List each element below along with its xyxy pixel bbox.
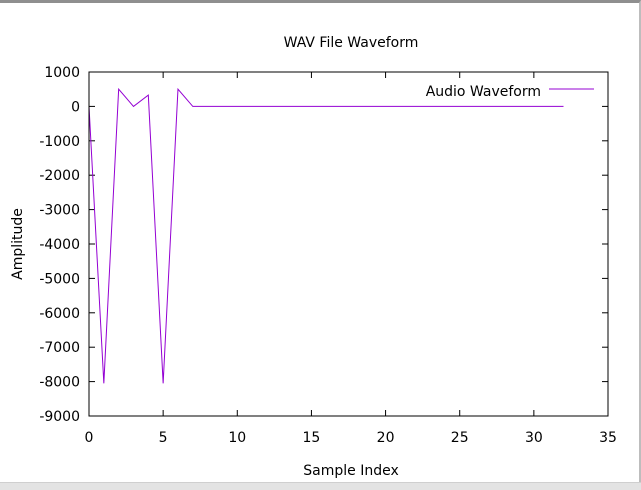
tick-labels-layer: 0 5 10 15 20 25 30 35 1000 0 -1000 -2000 -3000 -4000 -… xyxy=(39,65,617,446)
x-tick-label: 0 xyxy=(85,430,94,446)
y-tick-label: -1000 xyxy=(39,134,80,150)
x-tick-label: 20 xyxy=(377,430,395,446)
x-tick-label: 25 xyxy=(451,430,469,446)
x-tick-label: 5 xyxy=(159,430,168,446)
y-tick-label: -3000 xyxy=(39,203,80,219)
waveform-chart: 0 5 10 15 20 25 30 35 1000 0 -1000 -2000 -3000 -4000 -… xyxy=(10,35,617,479)
y-tick-label: 0 xyxy=(71,99,80,115)
y-tick-label: 1000 xyxy=(44,65,80,81)
chart-title: WAV File Waveform xyxy=(284,35,419,51)
y-tick-label: -8000 xyxy=(39,375,80,391)
x-tick-label: 10 xyxy=(228,430,246,446)
y-tick-label: -4000 xyxy=(39,237,80,253)
legend: Audio Waveform xyxy=(426,84,594,100)
plot-frame xyxy=(88,71,609,417)
x-axis-label: Sample Index xyxy=(303,463,398,479)
x-tick-label: 15 xyxy=(303,430,321,446)
window-bottom-strip xyxy=(0,482,641,490)
y-tick-label: -5000 xyxy=(39,271,80,287)
x-tick-label: 35 xyxy=(599,430,617,446)
legend-label-audio-waveform: Audio Waveform xyxy=(426,84,541,100)
ticks-layer xyxy=(88,71,609,417)
y-tick-label: -6000 xyxy=(39,306,80,322)
series-layer xyxy=(88,87,564,384)
y-tick-label: -9000 xyxy=(39,409,80,425)
series-line-audio-waveform xyxy=(88,87,564,384)
y-tick-label: -2000 xyxy=(39,168,80,184)
y-tick-label: -7000 xyxy=(39,340,80,356)
y-axis-label: Amplitude xyxy=(10,208,26,280)
x-tick-label: 30 xyxy=(525,430,543,446)
